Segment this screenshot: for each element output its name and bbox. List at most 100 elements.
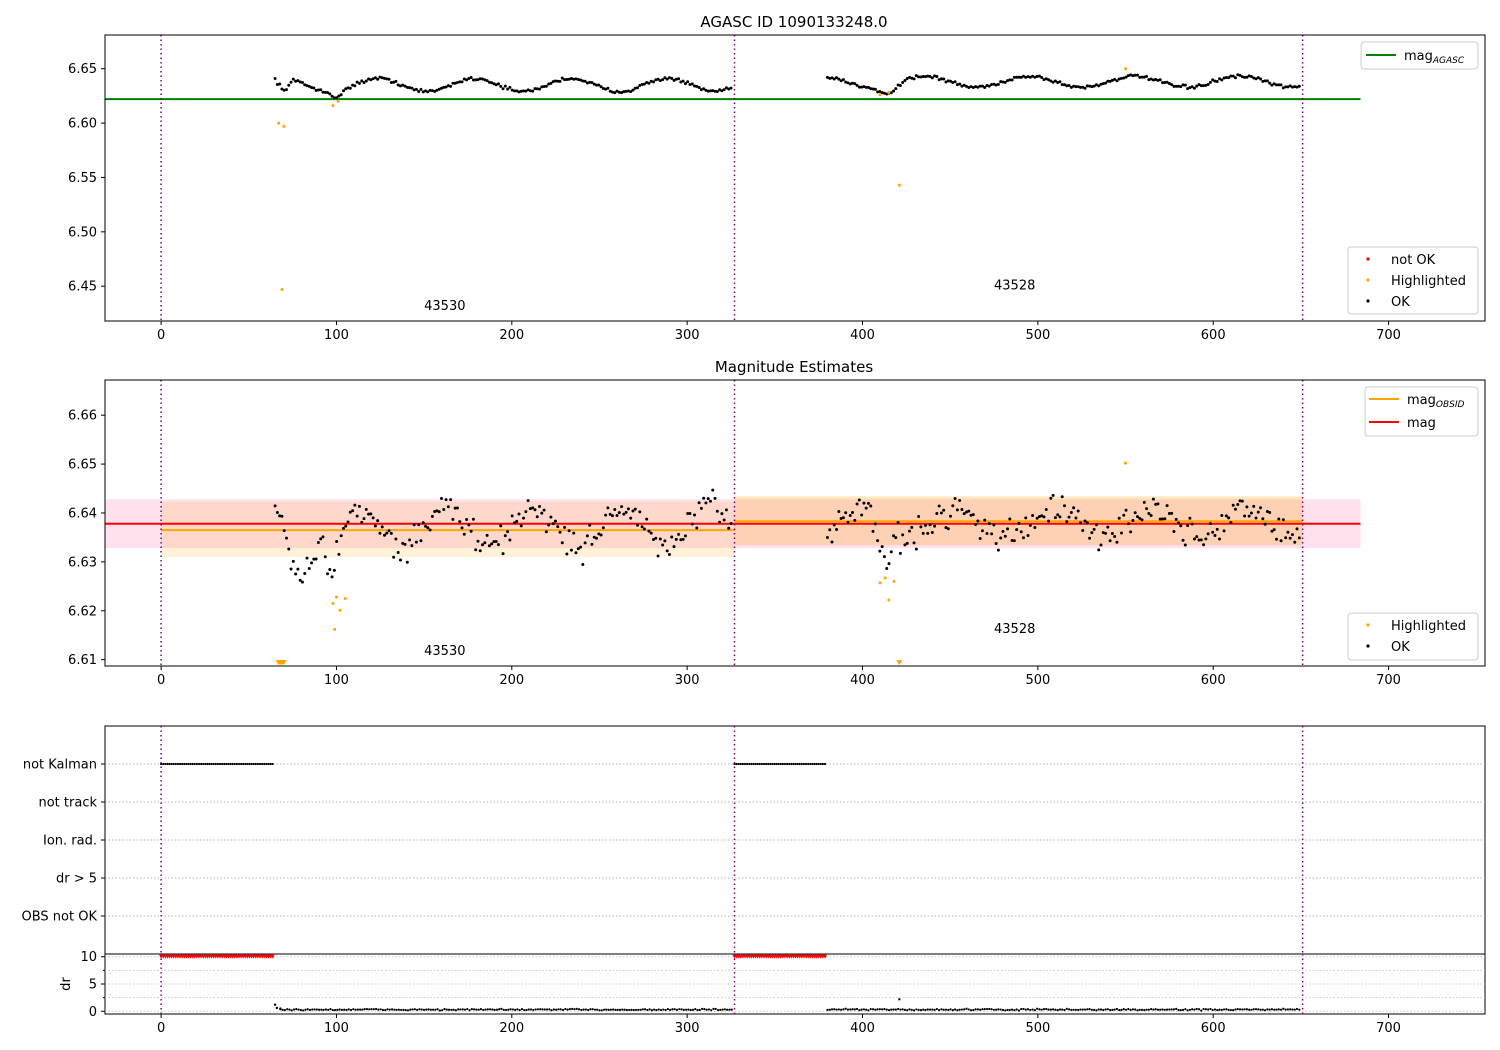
dr-point	[431, 1008, 435, 1011]
data-point	[636, 523, 640, 527]
x-tick-label: 100	[324, 328, 349, 343]
data-point	[917, 75, 921, 79]
agasc-magnitude-panel: AGASC ID 1090133248.0 0 100 200 300 400 500 60…	[68, 13, 1486, 343]
dr-point	[602, 1008, 606, 1011]
flag-point	[197, 762, 201, 766]
data-point	[312, 86, 316, 90]
dr-point	[878, 1008, 881, 1011]
data-point	[592, 535, 596, 539]
data-point	[1085, 84, 1089, 88]
legend-marker	[1366, 623, 1370, 627]
data-point	[978, 536, 982, 540]
data-point	[1056, 513, 1060, 517]
flag-point	[760, 762, 763, 766]
dr-point	[1254, 1008, 1258, 1011]
data-point	[385, 77, 389, 81]
data-point	[481, 543, 485, 547]
data-point	[930, 530, 934, 534]
dr-point	[858, 1009, 861, 1012]
dr-point	[1129, 1008, 1132, 1011]
dr-point	[885, 1008, 888, 1011]
data-point	[333, 627, 337, 631]
data-point	[357, 504, 361, 508]
data-point	[551, 522, 555, 526]
data-point	[1108, 539, 1112, 543]
flag-point	[248, 762, 251, 766]
data-point	[622, 90, 626, 94]
dr-point	[1088, 1008, 1091, 1011]
dr-point	[1218, 1008, 1221, 1011]
data-point	[1240, 75, 1244, 79]
data-point	[1124, 461, 1128, 465]
data-point	[1290, 85, 1294, 89]
data-point	[889, 550, 893, 554]
data-point	[444, 498, 448, 502]
magnitude-estimates-panel: Magnitude Estimates 0 100 200 300 400 500 600 7…	[68, 358, 1486, 688]
data-point	[364, 507, 368, 511]
data-point	[1006, 527, 1010, 531]
dr-point	[1227, 1008, 1230, 1011]
flag-point	[265, 762, 268, 766]
data-point	[476, 78, 480, 82]
data-point	[1129, 73, 1133, 77]
dr-point	[972, 1008, 975, 1012]
dr-point	[384, 1009, 387, 1012]
data-point	[862, 501, 866, 505]
data-point	[606, 86, 610, 90]
data-point	[864, 506, 868, 510]
data-point	[690, 522, 694, 526]
data-point	[517, 512, 521, 516]
dr-point	[507, 1008, 510, 1011]
data-point	[1179, 85, 1183, 89]
dr-point	[1234, 1008, 1237, 1011]
data-point	[362, 81, 366, 85]
data-point	[451, 517, 455, 521]
flag-point	[819, 762, 822, 766]
data-point	[1272, 82, 1276, 86]
data-point	[837, 509, 841, 513]
data-point	[1035, 516, 1039, 520]
data-point	[1092, 527, 1096, 531]
plot-area	[105, 461, 1361, 666]
dr-point	[1170, 1008, 1173, 1011]
dr-point	[963, 1008, 966, 1011]
data-point	[1290, 533, 1294, 537]
data-point	[336, 99, 340, 103]
dr-point	[596, 1008, 599, 1011]
dr-point	[299, 1008, 302, 1012]
data-point	[720, 512, 724, 516]
data-point	[544, 84, 548, 88]
legend-marker	[1366, 257, 1370, 261]
flag-point	[800, 762, 803, 766]
data-point	[558, 530, 562, 534]
data-point	[1170, 511, 1174, 515]
data-point	[1254, 77, 1258, 81]
data-point	[1263, 79, 1267, 83]
data-point	[713, 496, 717, 500]
data-point	[727, 87, 731, 91]
dr-point	[1010, 1008, 1014, 1011]
x-tick-label: 200	[499, 1021, 524, 1036]
data-point	[1042, 515, 1046, 519]
data-point	[864, 85, 868, 89]
dr-point	[844, 1007, 847, 1010]
dr-point	[541, 1008, 544, 1011]
data-point	[693, 513, 697, 517]
dr-point	[705, 1008, 708, 1011]
data-point	[1065, 520, 1069, 524]
data-point	[898, 551, 902, 555]
data-point	[540, 511, 544, 515]
data-point	[871, 529, 875, 533]
dr-point	[1238, 1008, 1242, 1011]
dr-point	[584, 1008, 587, 1011]
flag-point	[804, 762, 808, 766]
data-point	[303, 83, 307, 87]
data-point	[1195, 535, 1199, 539]
data-point	[880, 91, 884, 95]
data-point	[331, 104, 335, 108]
dr-point	[1086, 1008, 1089, 1011]
data-point	[971, 513, 975, 517]
data-point	[389, 81, 393, 85]
data-point	[455, 506, 459, 510]
dr-point	[475, 1008, 478, 1011]
